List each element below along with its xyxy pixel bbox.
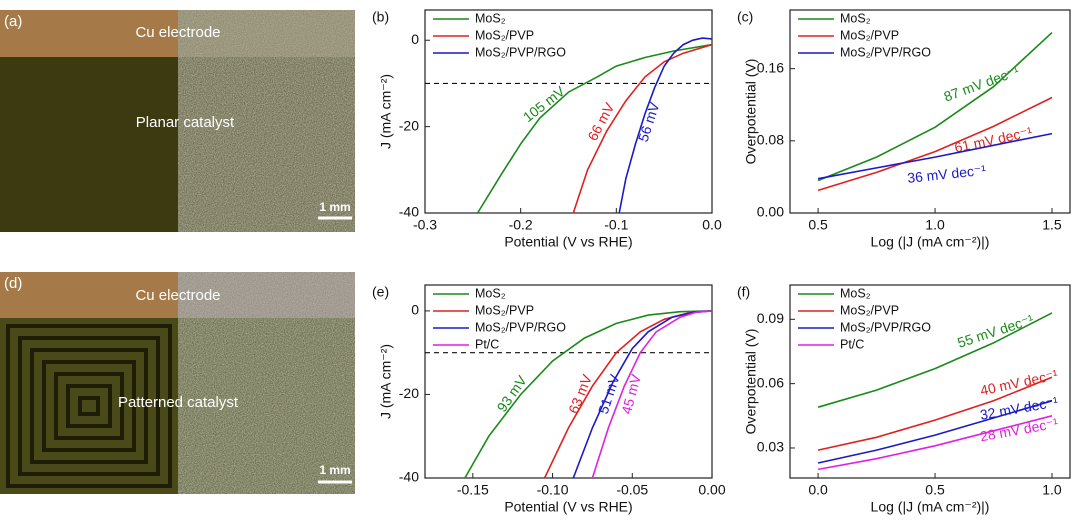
series-line xyxy=(618,37,713,214)
slope-label: 36 mV dec⁻¹ xyxy=(906,162,987,186)
y-tick-label: 0.09 xyxy=(757,310,784,326)
x-tick-label: 1.0 xyxy=(1042,482,1062,498)
x-axis-label: Log (|J (mA cm⁻²)|) xyxy=(871,234,990,250)
series-line xyxy=(464,310,713,479)
series-line xyxy=(817,415,1053,471)
scale-label: 1 mm xyxy=(319,200,350,214)
slope-label: 63 mV xyxy=(565,372,595,416)
legend-label: Pt/C xyxy=(475,337,499,351)
x-tick-label: 0.0 xyxy=(808,482,828,498)
x-axis-label: Potential (V vs RHE) xyxy=(504,234,632,250)
y-tick-label: 0 xyxy=(411,31,419,47)
spiral-pattern xyxy=(6,324,172,488)
plot-frame xyxy=(424,9,713,214)
panel-label: (b) xyxy=(372,9,389,25)
cu-band xyxy=(0,10,178,57)
x-tick-label: -0.2 xyxy=(509,217,533,233)
legend-label: Pt/C xyxy=(840,337,864,351)
slope-label: 56 mV xyxy=(635,100,663,144)
plot-frame xyxy=(789,284,1071,479)
legend-label: MoS₂/PVP/RGO xyxy=(840,45,931,59)
middle-label: Planar catalyst xyxy=(136,114,235,131)
series-line xyxy=(572,43,713,214)
y-axis-label: J (mA cm⁻²) xyxy=(378,344,394,419)
y-tick-label: -20 xyxy=(399,385,419,401)
legend-label: MoS₂/PVP xyxy=(475,303,534,317)
legend-label: MoS₂/PVP xyxy=(840,28,899,42)
legend-label: MoS₂ xyxy=(840,11,871,25)
slope-label: 87 mV dec⁻¹ xyxy=(942,63,1022,105)
y-axis-label: Overpotential (V) xyxy=(743,329,759,435)
series-line xyxy=(817,400,1053,464)
panel-label: (d) xyxy=(4,275,22,292)
legend-label: MoS₂ xyxy=(840,286,871,300)
legend-label: MoS₂/PVP/RGO xyxy=(475,45,566,59)
x-tick-label: -0.10 xyxy=(537,482,569,498)
plot-frame xyxy=(789,9,1071,214)
y-axis-label: Overpotential (V) xyxy=(743,59,759,165)
catalyst-area xyxy=(0,318,178,494)
catalyst-area xyxy=(0,57,178,232)
panel-label: (f) xyxy=(737,284,750,300)
y-tick-label: 0.08 xyxy=(757,132,784,148)
slope-label: 40 mV dec⁻¹ xyxy=(979,366,1060,398)
series-line xyxy=(572,310,713,479)
x-tick-label: -0.05 xyxy=(616,482,648,498)
x-tick-label: -0.3 xyxy=(413,217,437,233)
x-axis-label: Potential (V vs RHE) xyxy=(504,499,632,515)
top-label: Cu electrode xyxy=(135,24,220,41)
legend-label: MoS₂/PVP/RGO xyxy=(475,320,566,334)
scale-label: 1 mm xyxy=(319,463,350,477)
cu-band-right xyxy=(178,272,355,318)
series-line xyxy=(817,96,1053,192)
x-tick-label: 1.5 xyxy=(1042,217,1062,233)
y-tick-label: 0 xyxy=(411,302,419,318)
y-axis-label: J (mA cm⁻²) xyxy=(378,74,394,149)
x-tick-label: 0.5 xyxy=(808,217,828,233)
cu-band-right xyxy=(178,10,355,57)
x-tick-label: 0.5 xyxy=(925,482,945,498)
y-tick-label: 0.03 xyxy=(757,439,784,455)
y-tick-label: -20 xyxy=(399,117,419,133)
y-tick-label: 0.16 xyxy=(757,59,784,75)
y-tick-label: 0.00 xyxy=(757,204,784,220)
panel-label: (a) xyxy=(4,13,22,30)
series-line xyxy=(476,43,713,214)
x-tick-label: -0.15 xyxy=(457,482,489,498)
series-line xyxy=(817,312,1053,408)
y-tick-label: -40 xyxy=(399,204,419,220)
photo-d: (d) Cu electrode Patterned catalyst 1 mm xyxy=(0,272,355,494)
top-label: Cu electrode xyxy=(135,287,220,304)
legend-label: MoS₂/PVP xyxy=(840,303,899,317)
slope-label: 105 mV xyxy=(520,82,568,125)
slope-label: 93 mV xyxy=(493,372,530,415)
legend-label: MoS₂ xyxy=(475,11,506,25)
x-tick-label: 0.00 xyxy=(698,482,725,498)
x-tick-label: 1.0 xyxy=(925,217,945,233)
legend-label: MoS₂/PVP/RGO xyxy=(840,320,931,334)
middle-label: Patterned catalyst xyxy=(118,394,239,411)
legend-label: MoS₂ xyxy=(475,286,506,300)
slope-label: 55 mV dec⁻¹ xyxy=(955,311,1035,351)
series-line xyxy=(817,32,1053,182)
y-tick-label: 0.06 xyxy=(757,374,784,390)
series-line xyxy=(817,132,1053,180)
plot-frame xyxy=(424,284,713,479)
cu-band xyxy=(0,272,178,318)
series-line xyxy=(817,376,1053,451)
legend-label: MoS₂/PVP xyxy=(475,28,534,42)
x-tick-label: 0.0 xyxy=(702,217,722,233)
photo-a: (a) Cu electrode Planar catalyst 1 mm xyxy=(0,10,355,232)
x-axis-label: Log (|J (mA cm⁻²)|) xyxy=(871,499,990,515)
y-tick-label: -40 xyxy=(399,469,419,485)
panel-label: (c) xyxy=(737,9,753,25)
x-tick-label: -0.1 xyxy=(604,217,628,233)
series-line xyxy=(591,310,713,479)
panel-label: (e) xyxy=(372,284,389,300)
